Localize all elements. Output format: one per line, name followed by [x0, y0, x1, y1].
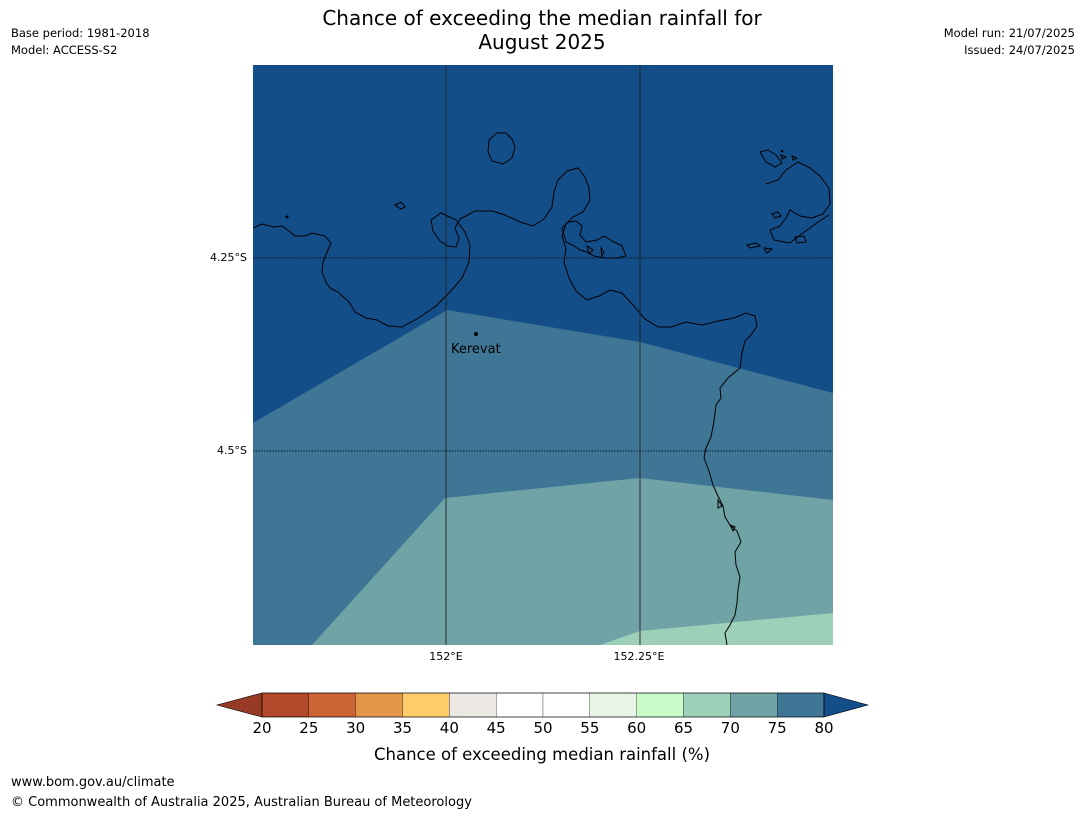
colorbar-tick-label: 70 [720, 719, 740, 737]
colorbar-segment [261, 692, 309, 718]
colorbar [215, 692, 870, 718]
colorbar-tick-label: 80 [814, 719, 834, 737]
colorbar-segment [589, 692, 637, 718]
colorbar-label: Chance of exceeding median rainfall (%) [373, 745, 711, 764]
colorbar-segment [636, 692, 684, 718]
colorbar-segment [402, 692, 450, 718]
base-period: Base period: 1981-2018 [11, 26, 150, 40]
colorbar-segment [683, 692, 731, 718]
zone-60-65 [600, 613, 833, 645]
zone-65-70 [312, 478, 833, 645]
graticule [253, 65, 833, 645]
island-dot [780, 149, 784, 153]
title-line-1: Chance of exceeding the median rainfall … [322, 6, 762, 30]
lon-tick-152-25: 152.25°E [613, 650, 665, 663]
colorbar-ticks: 20 25 30 35 40 45 50 55 60 65 70 75 80 [0, 719, 1085, 739]
title-line-2: August 2025 [478, 30, 606, 54]
colorbar-tick-label: 25 [299, 719, 319, 737]
colorbar-tick-label: 75 [767, 719, 787, 737]
coastline [253, 132, 831, 645]
footer-copyright: © Commonwealth of Australia 2025, Austra… [11, 795, 472, 810]
issued-date: Issued: 24/07/2025 [964, 43, 1075, 57]
footer-url: www.bom.gov.au/climate [11, 775, 175, 790]
model-info: Base period: 1981-2018 Model: ACCESS-S2 [11, 25, 150, 59]
colorbar-high-extension [823, 692, 870, 718]
lat-tick-4-5: 4.5°S [217, 444, 247, 457]
colorbar-tick-label: 50 [533, 719, 553, 737]
island-dot [285, 215, 289, 219]
place-marker [474, 332, 478, 336]
colorbar-segment [355, 692, 403, 718]
colorbar-tick-label: 20 [252, 719, 272, 737]
lat-tick-4-25: 4.25°S [210, 251, 247, 264]
probability-fill [253, 65, 833, 645]
colorbar-tick-label: 40 [439, 719, 459, 737]
colorbar-segment [496, 692, 544, 718]
colorbar-segment [449, 692, 497, 718]
place-label: Kerevat [451, 342, 501, 357]
model-name: Model: ACCESS-S2 [11, 43, 118, 57]
colorbar-segment [308, 692, 356, 718]
lon-tick-152: 152°E [429, 650, 463, 663]
colorbar-tick-label: 45 [486, 719, 506, 737]
colorbar-tick-label: 35 [392, 719, 413, 737]
run-info: Model run: 21/07/2025 Issued: 24/07/2025 [944, 25, 1075, 59]
colorbar-segment [730, 692, 778, 718]
colorbar-outline [261, 692, 825, 718]
colorbar-low-extension [215, 692, 263, 718]
model-run-date: Model run: 21/07/2025 [943, 26, 1075, 40]
colorbar-tick-label: 55 [580, 719, 600, 737]
chart-title: Chance of exceeding the median rainfall … [242, 6, 842, 54]
colorbar-tick-label: 30 [346, 719, 366, 737]
colorbar-segment [777, 692, 825, 718]
colorbar-tick-label: 60 [627, 719, 647, 737]
colorbar-segment [542, 692, 590, 718]
colorbar-tick-label: 65 [673, 719, 694, 737]
